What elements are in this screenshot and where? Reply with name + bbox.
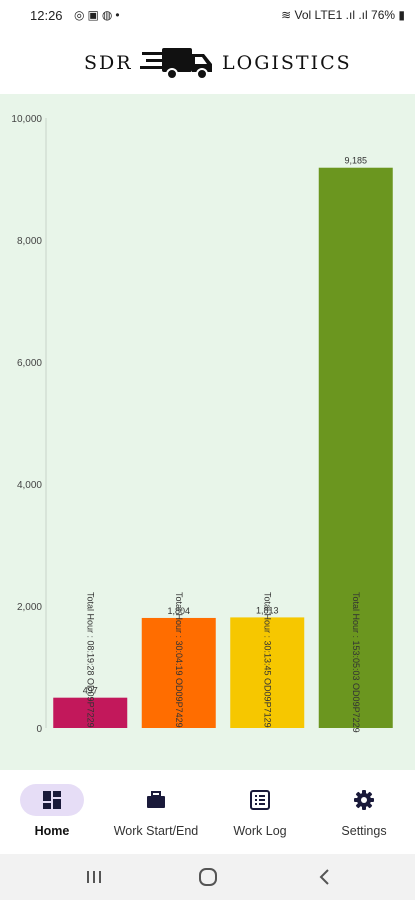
bar xyxy=(230,617,305,728)
signal-icon: Vol LTE1 .ıl .ıl xyxy=(294,8,368,22)
battery-level: 76% xyxy=(371,8,396,22)
bottom-navigation: Home Work Start/End Work Log xyxy=(0,770,415,854)
truck-icon xyxy=(140,48,212,80)
recents-icon[interactable] xyxy=(82,865,106,889)
y-tick-label: 4,000 xyxy=(17,480,42,491)
category-label: Total Hour : 30:13:45 OD09P7129 xyxy=(262,592,272,728)
list-icon xyxy=(250,790,270,810)
status-time: 12:26 xyxy=(30,8,63,23)
dashboard-icon xyxy=(43,791,61,809)
nav-active-indicator xyxy=(20,784,84,816)
notification-icons: ◎▣◍• xyxy=(74,8,123,22)
dot-icon: • xyxy=(115,8,123,22)
bar xyxy=(141,617,216,728)
nav-settings-label: Settings xyxy=(341,824,387,838)
nav-settings[interactable]: Settings xyxy=(312,770,415,854)
nav-home[interactable]: Home xyxy=(0,770,104,854)
brand-name-left: SDR xyxy=(84,52,133,74)
briefcase-icon xyxy=(147,791,165,808)
y-tick-label: 8,000 xyxy=(17,236,42,247)
gear-icon xyxy=(354,790,374,810)
facebook-icon: ▣ xyxy=(87,8,102,22)
whatsapp-icon: ◍ xyxy=(101,8,116,22)
nav-home-label: Home xyxy=(34,824,70,838)
status-bar: 12:26 ◎▣◍• ≋ Vol LTE1 .ıl .ıl 76% ▮ xyxy=(0,0,415,32)
bar-value-label: 497 xyxy=(83,686,98,696)
brand-name-right: LOGISTICS xyxy=(222,52,352,74)
nav-work-start-end[interactable]: Work Start/End xyxy=(104,770,208,854)
back-icon[interactable] xyxy=(313,865,337,889)
instagram-icon: ◎ xyxy=(74,8,88,22)
y-tick-label: 6,000 xyxy=(17,358,42,369)
y-tick-label: 10,000 xyxy=(11,114,42,125)
y-tick-label: 0 xyxy=(36,724,42,735)
bar-value-label: 1,804 xyxy=(167,606,190,616)
chart-area: 0 2,000 4,000 6,000 8,000 10,000 497 Total Hour… xyxy=(0,94,415,770)
app-header: SDR LOGISTICS xyxy=(0,32,415,94)
bar xyxy=(318,167,393,729)
category-label: Total Hour : 08:19:28 OD09P7229 xyxy=(85,592,95,728)
battery-icon: ▮ xyxy=(398,8,405,22)
status-right: ≋ Vol LTE1 .ıl .ıl 76% ▮ xyxy=(281,8,405,22)
system-navigation-bar xyxy=(0,854,415,900)
category-label: Total Hour : 30:04:19 OD09P7429 xyxy=(174,592,184,728)
category-label: Total Hour : 153:05:03 OD09P7229 xyxy=(351,592,361,733)
nav-work-log-label: Work Log xyxy=(233,824,287,838)
bar-value-label: 9,185 xyxy=(344,156,367,166)
wifi-icon: ≋ xyxy=(281,8,292,22)
nav-work-start-end-label: Work Start/End xyxy=(113,824,199,838)
nav-work-log[interactable]: Work Log xyxy=(208,770,312,854)
bar xyxy=(53,697,128,728)
home-circle-icon[interactable] xyxy=(196,865,220,889)
y-tick-label: 2,000 xyxy=(17,602,42,613)
bar-value-label: 1,813 xyxy=(256,605,279,615)
